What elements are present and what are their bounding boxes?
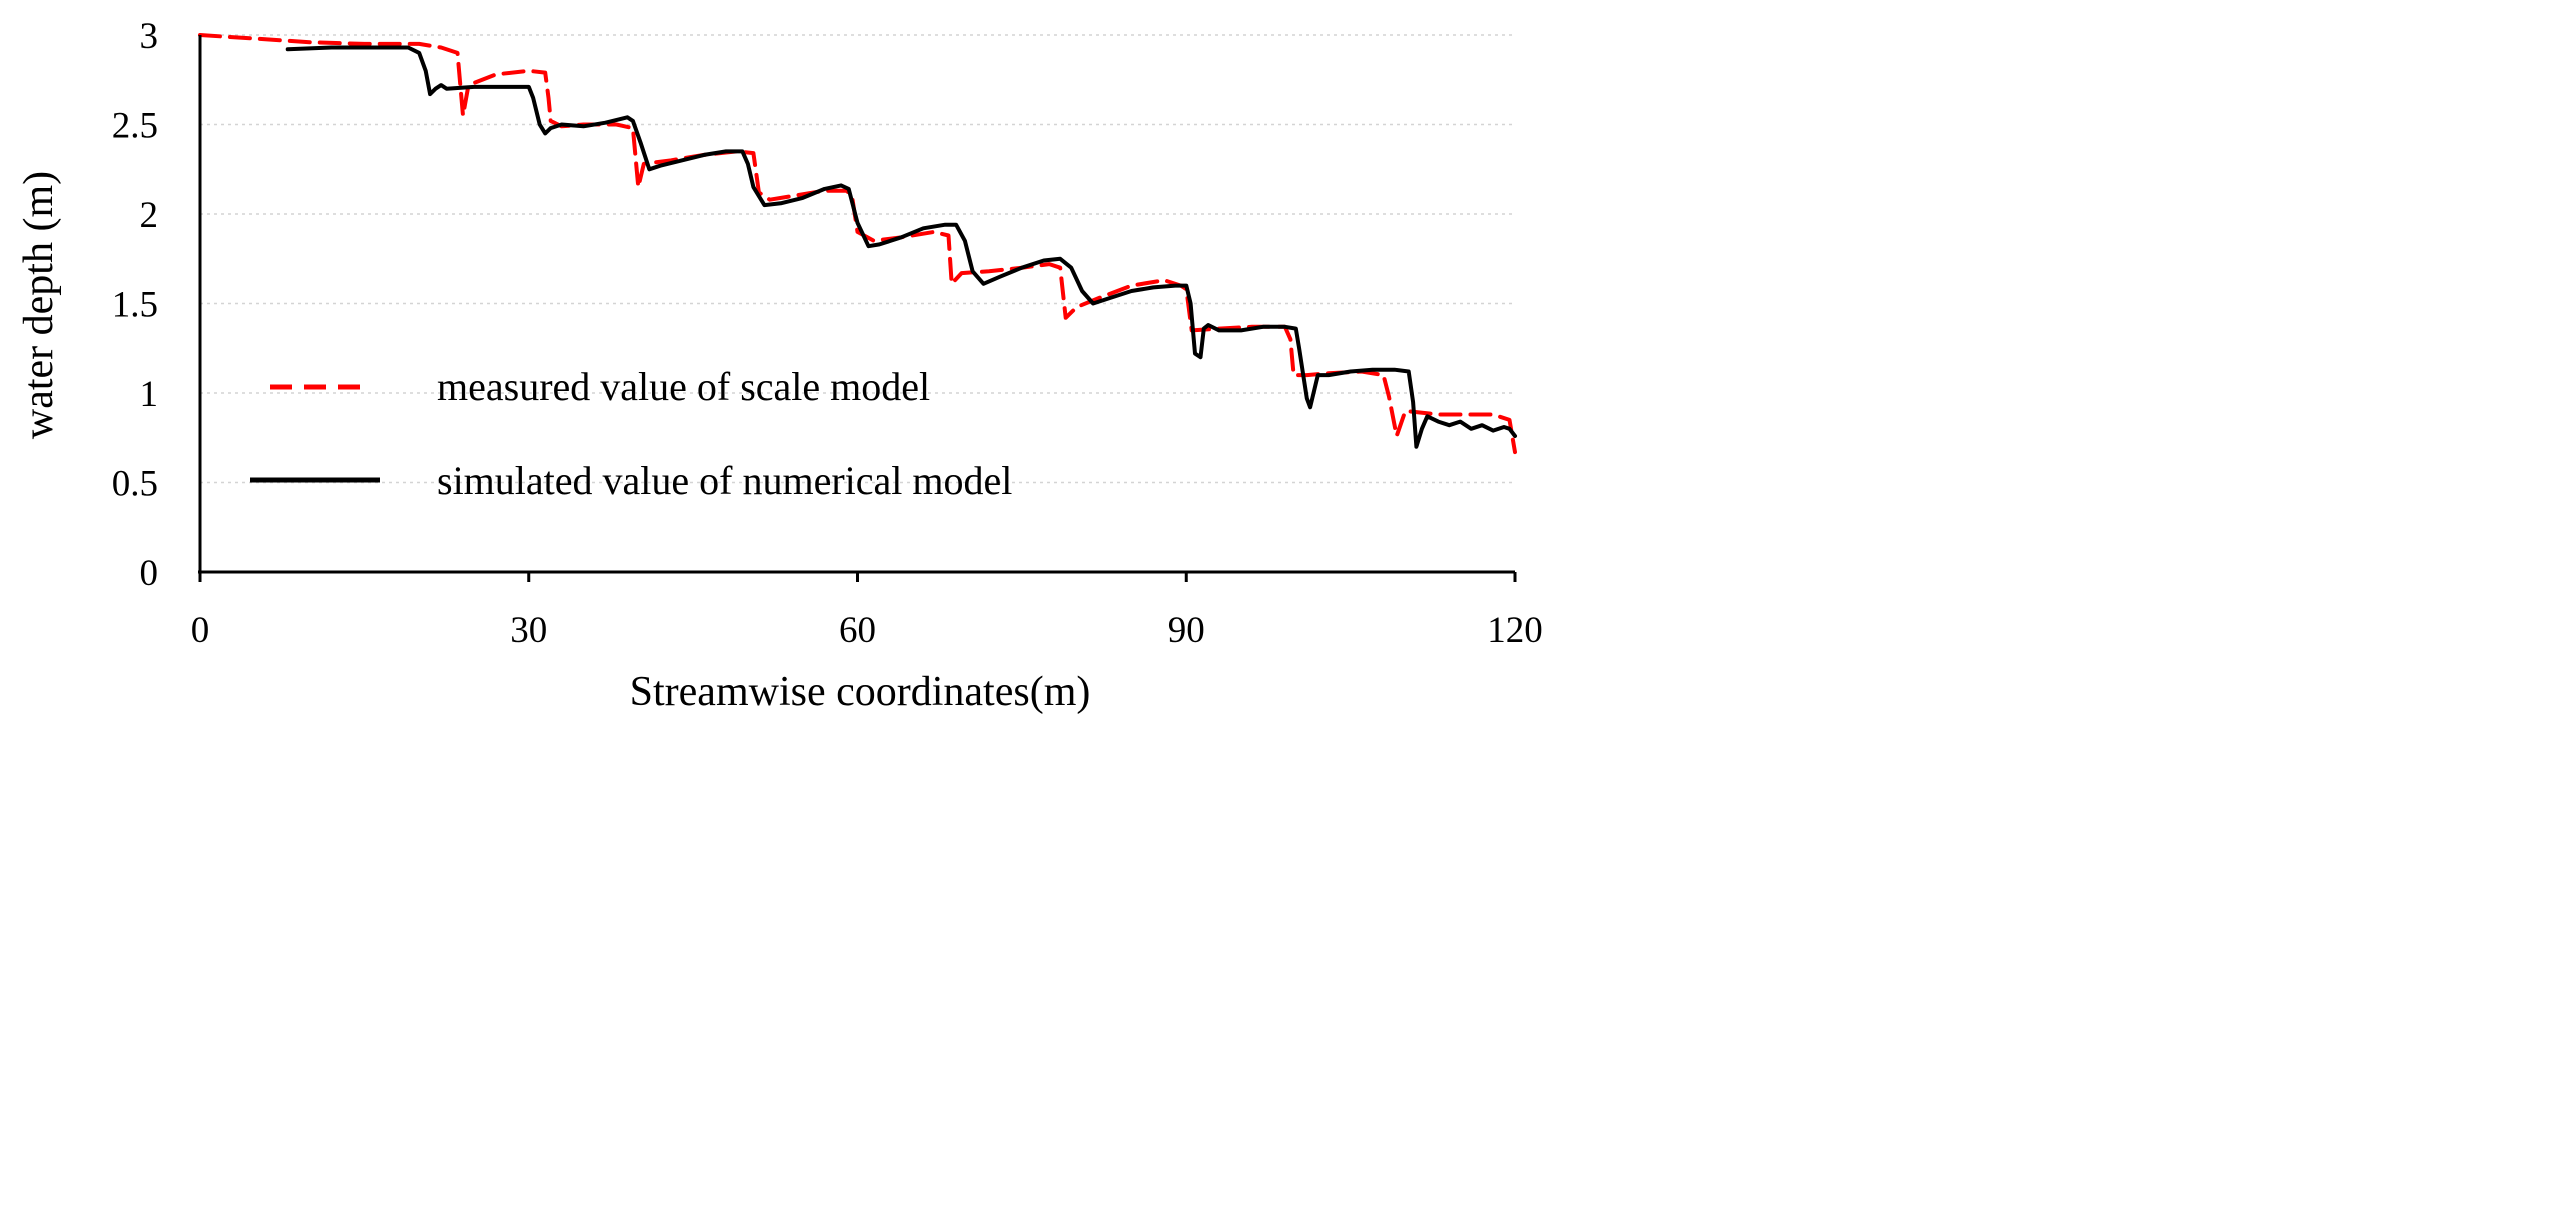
x-axis-title: Streamwise coordinates(m) — [630, 669, 1091, 715]
series-line-simulated — [285, 45, 1517, 449]
legend: measured value of scale model simulated … — [250, 364, 1012, 503]
plot-grid — [200, 34, 1515, 484]
axis-ticks — [198, 572, 1517, 582]
plot-series — [198, 33, 1517, 455]
legend-label-simulated: simulated value of numerical model — [437, 458, 1012, 503]
series-line-measured — [198, 33, 1517, 455]
x-tick-label: 90 — [1168, 610, 1205, 651]
x-tick-label: 0 — [191, 610, 210, 651]
y-tick-label: 3 — [140, 16, 159, 57]
chart: 0 30 60 90 120 0 0.5 1 1.5 2 2.5 3 Streamwise coor… — [16, 16, 1543, 715]
y-axis-title: water depth (m) — [16, 171, 62, 439]
x-tick-label: 30 — [510, 610, 547, 651]
y-tick-label: 1 — [140, 374, 159, 415]
legend-label-measured: measured value of scale model — [437, 364, 930, 409]
y-tick-label: 1.5 — [112, 285, 158, 326]
y-tick-label: 2 — [140, 195, 159, 236]
y-tick-label: 2.5 — [112, 106, 158, 147]
y-tick-label: 0.5 — [112, 464, 158, 505]
x-tick-labels: 0 30 60 90 120 — [191, 610, 1543, 651]
y-tick-labels: 0 0.5 1 1.5 2 2.5 3 — [112, 16, 158, 594]
y-tick-label: 0 — [140, 553, 159, 594]
x-tick-label: 60 — [839, 610, 876, 651]
x-tick-label: 120 — [1487, 610, 1543, 651]
